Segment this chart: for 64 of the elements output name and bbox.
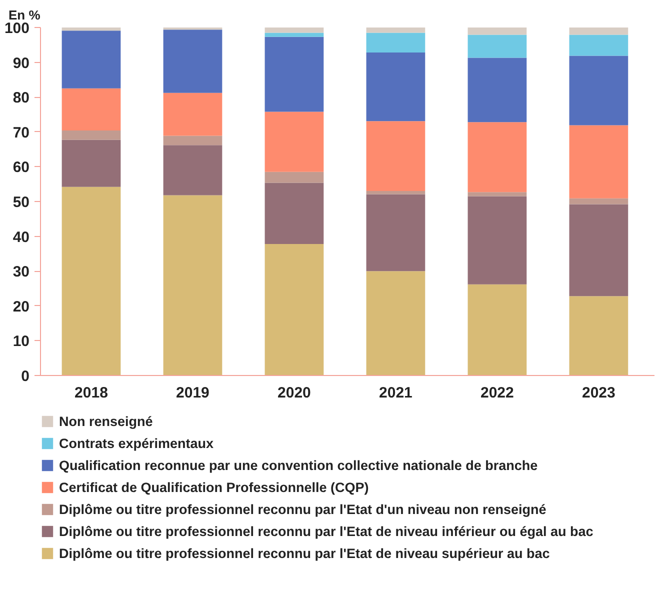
bar [569, 296, 628, 376]
bar [366, 121, 426, 192]
bar [569, 34, 628, 56]
bar [264, 36, 324, 112]
y-tick-label: 20 [12, 298, 30, 316]
bar [163, 136, 222, 146]
bar [62, 130, 121, 140]
bar [163, 145, 222, 196]
y-tick-label: 100 [4, 20, 30, 37]
y-tick-label: 50 [12, 194, 30, 211]
legend-label: Diplôme ou titre professionnel reconnu par l'Etat de niveau supérieur au bac [59, 544, 550, 562]
x-tick-label: 2022 [480, 384, 514, 402]
bar [264, 244, 324, 376]
bar [62, 30, 121, 88]
bar [264, 112, 324, 172]
legend-label: Non renseigné [59, 412, 153, 430]
bar [264, 172, 324, 183]
bar [366, 194, 426, 272]
y-tick-label: 90 [12, 54, 30, 72]
bar [569, 204, 628, 296]
bar [163, 92, 222, 136]
x-tick-label: 2019 [176, 384, 210, 402]
bar [163, 30, 222, 93]
y-tick-label: 80 [12, 90, 30, 107]
y-tick-label: 70 [12, 124, 30, 142]
bar [264, 28, 324, 33]
bar [264, 32, 324, 37]
x-tick-label: 2021 [379, 384, 412, 402]
bar [62, 140, 121, 187]
bar [366, 52, 426, 122]
bar [62, 28, 121, 31]
x-tick-label: 2018 [74, 384, 108, 402]
bar [569, 56, 628, 126]
legend-label: Diplôme ou titre professionnel reconnu par l'Etat de niveau inférieur ou égal au bac [59, 522, 594, 540]
bar [366, 271, 426, 376]
y-axis-title: En % [8, 8, 41, 22]
bar [468, 58, 527, 122]
y-tick-label: 10 [12, 333, 30, 350]
bar [468, 196, 527, 284]
legend-label: Qualification reconnue par une convention collective nationale de branche [59, 456, 538, 474]
bar [366, 28, 426, 33]
x-tick-label: 2023 [582, 384, 616, 402]
bar [468, 284, 527, 376]
bar [468, 122, 527, 192]
bar [163, 195, 222, 376]
bar [569, 125, 628, 198]
bar [62, 186, 121, 376]
bar [366, 32, 426, 53]
bar [569, 198, 628, 204]
bar [468, 28, 527, 35]
y-tick-label: 40 [12, 228, 30, 246]
legend-label: Certificat de Qualification Professionnelle (CQP) [59, 478, 369, 496]
y-tick-label: 0 [21, 368, 30, 385]
bar [468, 192, 527, 196]
x-tick-label: 2020 [278, 384, 311, 402]
y-tick-label: 60 [12, 159, 30, 176]
y-tick-label: 30 [12, 264, 30, 281]
legend-label: Diplôme ou titre professionnel reconnu par l'Etat d'un niveau non renseigné [59, 500, 546, 518]
bar [468, 34, 527, 58]
bar [569, 28, 628, 35]
bar [62, 88, 121, 131]
legend-label: Contrats expérimentaux [59, 434, 214, 452]
bar [264, 182, 324, 244]
bar [366, 191, 426, 194]
